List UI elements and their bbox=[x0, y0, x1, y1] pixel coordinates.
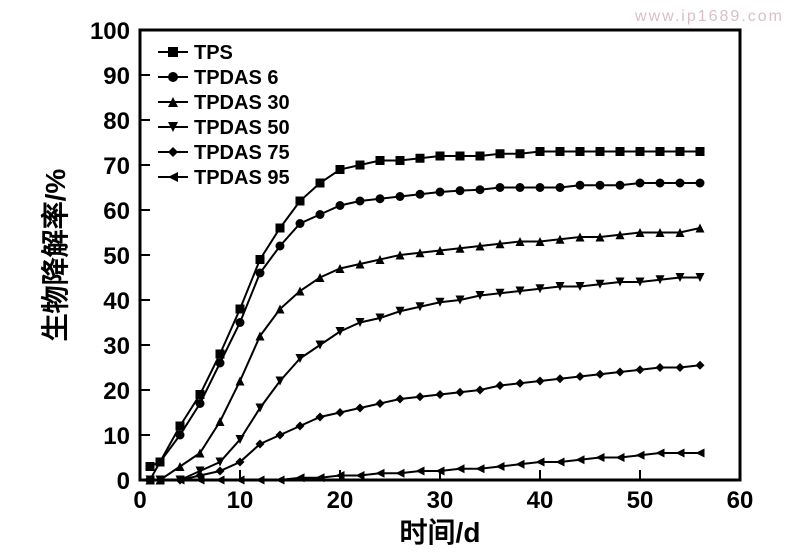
svg-text:0: 0 bbox=[133, 487, 146, 514]
svg-text:60: 60 bbox=[727, 487, 754, 514]
svg-text:50: 50 bbox=[627, 487, 654, 514]
svg-text:100: 100 bbox=[90, 18, 130, 45]
svg-text:80: 80 bbox=[103, 108, 130, 135]
svg-text:90: 90 bbox=[103, 63, 130, 90]
svg-text:50: 50 bbox=[103, 243, 130, 270]
svg-text:10: 10 bbox=[103, 423, 130, 450]
chart-container: www.ip1689.com 0 10 20 30 40 50 60 0 10 20 30 40 50 6… bbox=[0, 0, 800, 557]
svg-text:TPDAS 50: TPDAS 50 bbox=[194, 117, 290, 139]
svg-text:40: 40 bbox=[103, 288, 130, 315]
svg-text:0: 0 bbox=[117, 468, 130, 495]
svg-text:TPS: TPS bbox=[194, 42, 233, 64]
line-chart: 0 10 20 30 40 50 60 0 10 20 30 40 50 60 70 80 90 100 时间/d 生… bbox=[0, 0, 800, 557]
watermark: www.ip1689.com bbox=[635, 8, 784, 26]
svg-text:时间/d: 时间/d bbox=[400, 517, 481, 548]
svg-text:20: 20 bbox=[327, 487, 354, 514]
svg-text:TPDAS 95: TPDAS 95 bbox=[194, 167, 290, 189]
svg-text:30: 30 bbox=[427, 487, 454, 514]
svg-text:TPDAS 6: TPDAS 6 bbox=[194, 67, 278, 89]
svg-text:TPDAS 75: TPDAS 75 bbox=[194, 142, 290, 164]
svg-text:70: 70 bbox=[103, 153, 130, 180]
svg-text:10: 10 bbox=[227, 487, 254, 514]
svg-text:40: 40 bbox=[527, 487, 554, 514]
svg-text:生物降解率/%: 生物降解率/% bbox=[39, 169, 71, 342]
svg-text:60: 60 bbox=[103, 198, 130, 225]
svg-text:20: 20 bbox=[103, 378, 130, 405]
svg-text:TPDAS 30: TPDAS 30 bbox=[194, 92, 290, 114]
svg-text:30: 30 bbox=[103, 333, 130, 360]
